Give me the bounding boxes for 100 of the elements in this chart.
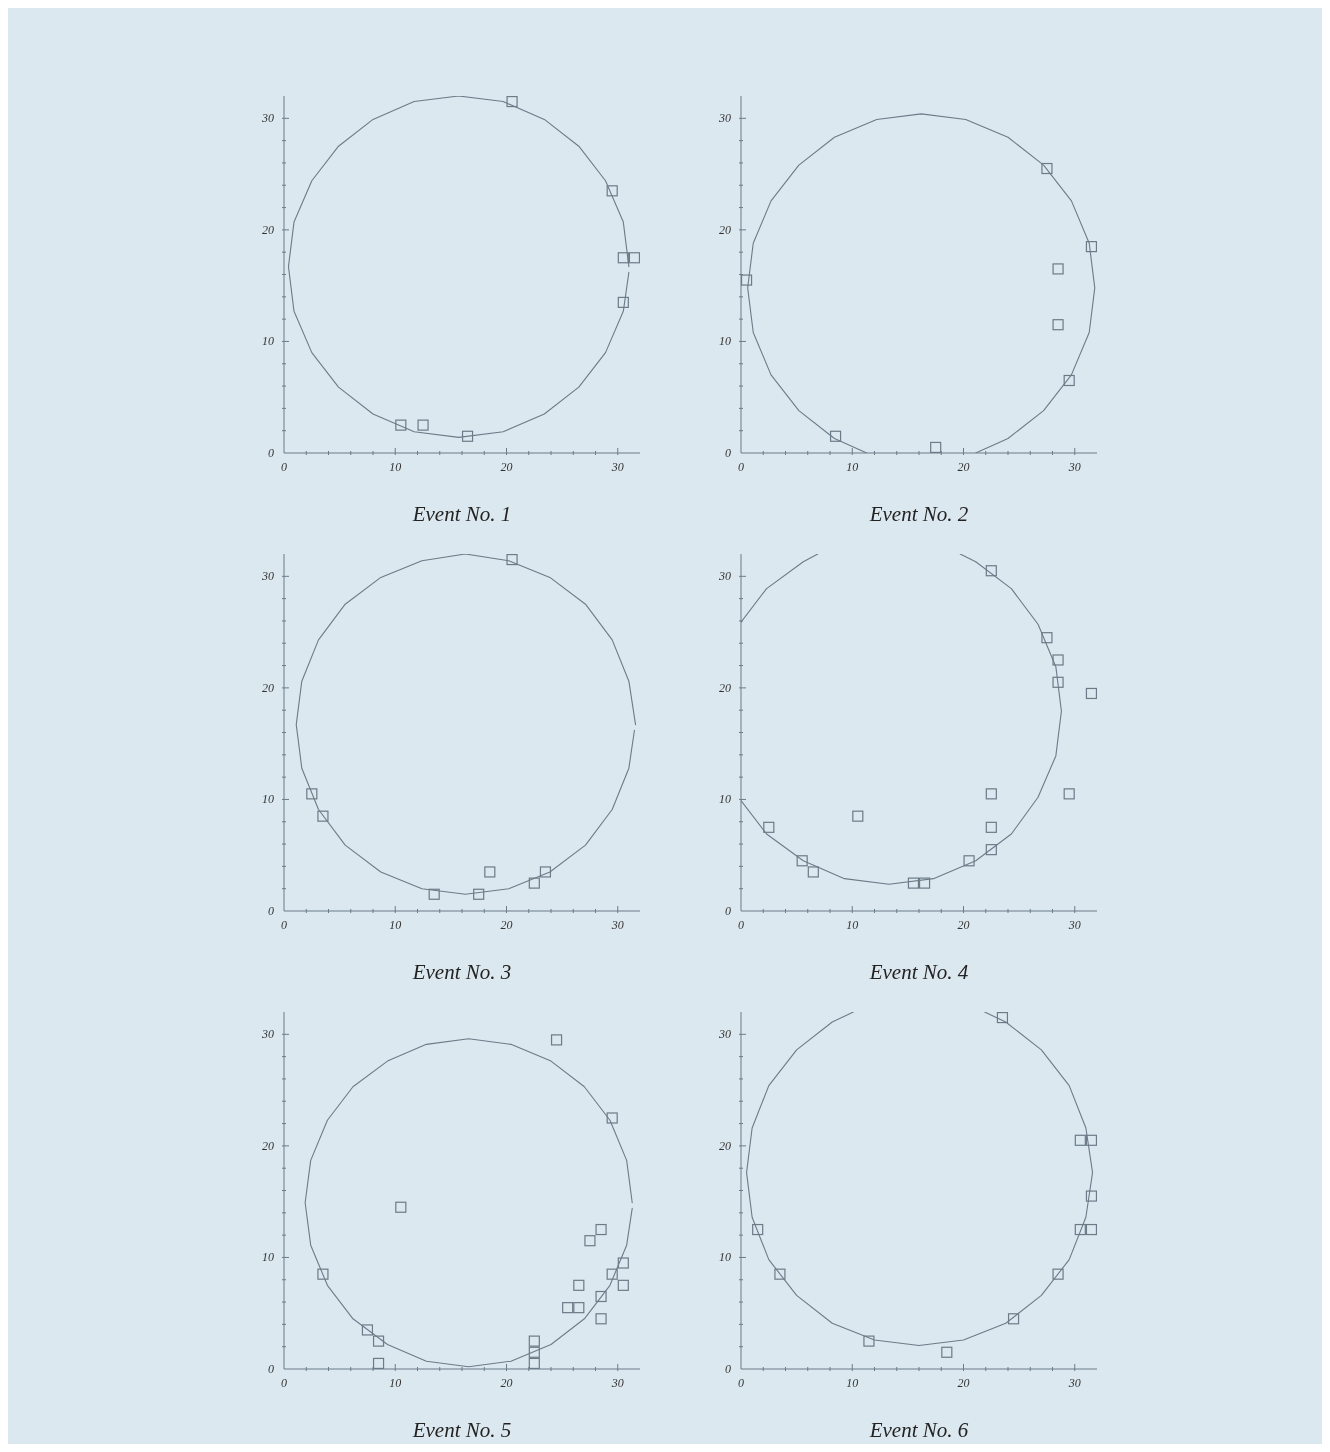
point [628, 252, 640, 264]
y-tick-label: 30 [718, 569, 731, 584]
y-tick-label: 30 [261, 569, 274, 584]
point [863, 1335, 875, 1347]
x-tick-label: 0 [281, 1376, 287, 1390]
point [1052, 1268, 1064, 1280]
x-axis-title: Event No. 4 [868, 960, 969, 984]
y-tick-label: 30 [718, 1027, 731, 1042]
point [1052, 319, 1064, 331]
x-tick-label: 0 [281, 460, 287, 474]
y-tick-label: 20 [262, 1138, 274, 1153]
y-tick-label: 20 [719, 222, 731, 237]
x-axis-title: Event No. 6 [868, 1418, 969, 1442]
x-tick-label: 20 [500, 460, 513, 474]
x-tick-label: 30 [610, 918, 624, 932]
point [985, 565, 997, 577]
y-tick-label: 0 [725, 904, 731, 918]
point [528, 1357, 540, 1369]
y-tick-label: 0 [725, 1362, 731, 1376]
point [985, 844, 997, 856]
x-tick-label: 0 [738, 1376, 744, 1390]
x-tick-label: 0 [281, 918, 287, 932]
line-series [746, 1012, 1094, 1347]
point [606, 185, 618, 197]
y-tick-label: 30 [261, 1027, 274, 1042]
x-tick-label: 30 [610, 1376, 624, 1390]
point [930, 441, 942, 453]
x-tick-label: 30 [610, 460, 624, 474]
y-tick-label: 30 [718, 111, 731, 126]
x-tick-label: 20 [957, 1376, 970, 1390]
point [528, 877, 540, 889]
point [573, 1279, 585, 1291]
x-tick-label: 10 [389, 460, 402, 474]
point [417, 419, 429, 431]
point [550, 1034, 563, 1046]
point [741, 274, 753, 286]
x-tick-label: 20 [957, 918, 970, 932]
x-tick-label: 10 [846, 1376, 859, 1390]
point [506, 96, 518, 108]
point [1052, 676, 1064, 688]
point [985, 788, 997, 800]
y-tick-label: 0 [725, 446, 731, 460]
point [395, 419, 407, 431]
point [595, 1290, 607, 1303]
y-tick-label: 10 [719, 1250, 731, 1265]
point [539, 866, 552, 878]
y-tick-label: 20 [262, 680, 274, 695]
point [1052, 654, 1064, 666]
point [1063, 374, 1075, 387]
y-tick-label: 0 [268, 1362, 274, 1376]
y-tick-label: 10 [719, 792, 731, 807]
point [573, 1302, 585, 1314]
x-tick-label: 10 [389, 1376, 402, 1390]
point [606, 1268, 618, 1280]
x-tick-label: 20 [957, 460, 970, 474]
point [317, 1268, 329, 1280]
point [506, 554, 518, 566]
point [562, 1302, 574, 1314]
point [1052, 263, 1064, 275]
y-tick-label: 20 [719, 680, 731, 695]
x-axis-title: Event No. 5 [411, 1418, 512, 1442]
point [1063, 788, 1075, 800]
point [372, 1357, 385, 1369]
y-tick-label: 0 [268, 446, 274, 460]
point [617, 1279, 629, 1291]
point [317, 810, 329, 822]
point [528, 1346, 540, 1358]
point [1074, 1223, 1086, 1236]
point [1085, 1134, 1097, 1146]
x-tick-label: 0 [738, 460, 744, 474]
point [617, 1257, 629, 1269]
point [907, 877, 920, 889]
point [428, 888, 440, 900]
y-tick-label: 0 [268, 904, 274, 918]
point [774, 1268, 786, 1280]
point [752, 1223, 764, 1236]
point [996, 1012, 1009, 1024]
point [829, 430, 842, 442]
x-tick-label: 20 [500, 918, 513, 932]
point [617, 296, 629, 308]
x-tick-label: 20 [500, 1376, 513, 1390]
y-tick-label: 10 [719, 334, 731, 349]
point [584, 1235, 596, 1247]
point [1085, 241, 1097, 253]
point [1085, 1223, 1097, 1236]
x-tick-label: 30 [1067, 460, 1081, 474]
point [852, 810, 864, 822]
y-tick-label: 10 [262, 1250, 274, 1265]
x-axis-title: Event No. 3 [411, 960, 512, 984]
point [941, 1346, 953, 1358]
point [1007, 1313, 1020, 1325]
point [606, 1112, 618, 1124]
point [473, 888, 485, 900]
point [1085, 1190, 1097, 1202]
x-tick-label: 30 [1067, 1376, 1081, 1390]
x-tick-label: 30 [1067, 918, 1081, 932]
y-tick-label: 10 [262, 792, 274, 807]
x-tick-label: 10 [846, 918, 859, 932]
point [617, 252, 629, 264]
point [306, 788, 318, 800]
